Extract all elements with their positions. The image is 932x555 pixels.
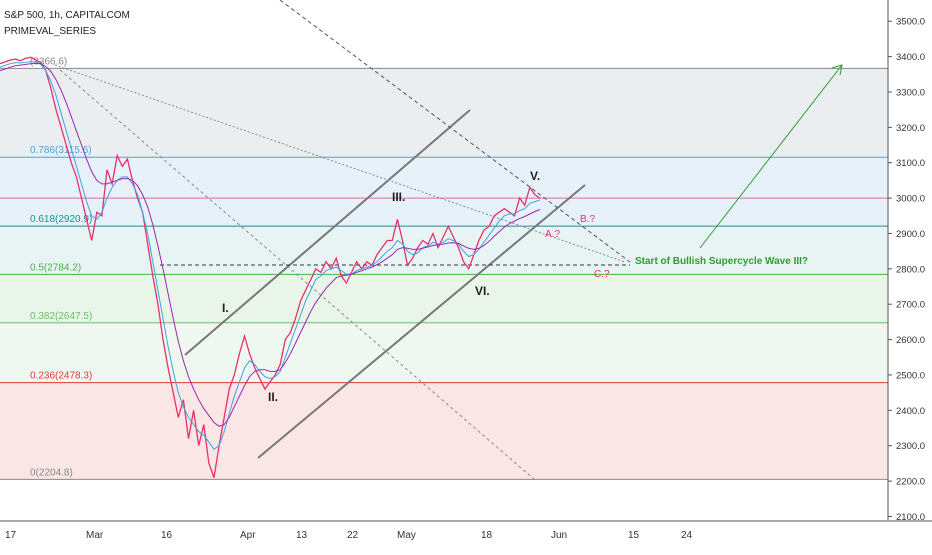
fib-level-label: 0.5(2784.2) — [30, 262, 81, 273]
fib-zone — [0, 322, 888, 383]
fast-ma-line — [0, 61, 541, 450]
x-tick-label: 18 — [481, 530, 493, 541]
x-tick-label: Jun — [551, 530, 567, 541]
fib-zone — [0, 68, 888, 158]
fib-zones — [0, 68, 888, 480]
y-tick-label: 2900.0 — [896, 229, 925, 240]
fib-level-label: 0.236(2478.3) — [30, 371, 92, 382]
wave-label: A.? — [545, 229, 560, 240]
fib-zone — [0, 382, 888, 480]
y-tick-label: 2400.0 — [896, 406, 925, 417]
wave-label: VI. — [475, 284, 490, 298]
x-tick-label: 13 — [296, 530, 308, 541]
wave-label: B.? — [580, 214, 595, 225]
wave-annotations: I. II. III. V. VI. A.? B.? C.? Start of Bullish … — [222, 169, 808, 404]
fib-zone — [0, 226, 888, 275]
time-axis[interactable]: 17 Mar 16 Apr 13 22 May 18 Jun 15 24 — [0, 520, 932, 541]
x-tick-label: Mar — [86, 530, 104, 541]
price-series — [0, 56, 541, 478]
trend-line — [279, 0, 631, 263]
y-tick-label: 3500.0 — [896, 17, 925, 28]
y-tick-label: 3200.0 — [896, 123, 925, 134]
axis-background — [888, 0, 932, 550]
x-tick-label: 24 — [681, 530, 693, 541]
price-line — [0, 56, 541, 478]
fib-level-label: 0.786(3115.6) — [30, 145, 92, 156]
y-tick-label: 2800.0 — [896, 264, 925, 275]
fib-zone — [0, 157, 888, 227]
indicator-label: PRIMEVAL_SERIES — [4, 26, 97, 37]
fib-level-label: 0.618(2920.9) — [30, 214, 92, 225]
wave-label: V. — [530, 169, 540, 183]
y-tick-label: 2300.0 — [896, 441, 925, 452]
x-tick-label: 15 — [628, 530, 640, 541]
fib-lines: 0.786(3115.6) 0.618(2920.9) 0.5(2784.2) 0.3… — [0, 56, 888, 480]
y-tick-label: 2200.0 — [896, 477, 925, 488]
fib-level-label: (3366.6) — [30, 56, 67, 67]
price-axis[interactable]: 3500.0 3400.0 3300.0 3200.0 3100.0 3000.0 2900… — [887, 0, 932, 550]
wave-label: C.? — [594, 269, 610, 280]
wave-label: II. — [268, 390, 278, 404]
trend-line — [59, 69, 536, 481]
wave-label: III. — [392, 190, 405, 204]
x-tick-label: 17 — [5, 530, 17, 541]
y-tick-label: 2700.0 — [896, 300, 925, 311]
y-tick-label: 2500.0 — [896, 370, 925, 381]
trend-line — [699, 64, 843, 249]
fib-level-label: 0.382(2647.5) — [30, 311, 92, 322]
fib-zone — [0, 274, 888, 323]
fib-level-label: 0(2204.8) — [30, 467, 73, 478]
y-tick-label: 3000.0 — [896, 194, 925, 205]
x-tick-label: 22 — [347, 530, 359, 541]
trend-lines — [54, 0, 843, 481]
y-tick-label: 3300.0 — [896, 87, 925, 98]
y-tick-label: 2100.0 — [896, 512, 925, 523]
wave-label: I. — [222, 301, 229, 315]
y-tick-label: 3100.0 — [896, 158, 925, 169]
arrow-head-icon — [831, 64, 843, 76]
x-tick-label: Apr — [240, 530, 256, 541]
trend-line — [257, 184, 586, 459]
trend-line — [184, 109, 471, 356]
wave-label: Start of Bullish Supercycle Wave III? — [635, 256, 808, 267]
chart-title: S&P 500, 1h, CAPITALCOM — [4, 10, 130, 21]
y-tick-label: 2600.0 — [896, 335, 925, 346]
slow-ma-line — [0, 62, 541, 427]
trend-line — [54, 64, 626, 263]
x-tick-label: May — [397, 530, 416, 541]
y-tick-label: 3400.0 — [896, 52, 925, 63]
x-tick-label: 16 — [161, 530, 173, 541]
